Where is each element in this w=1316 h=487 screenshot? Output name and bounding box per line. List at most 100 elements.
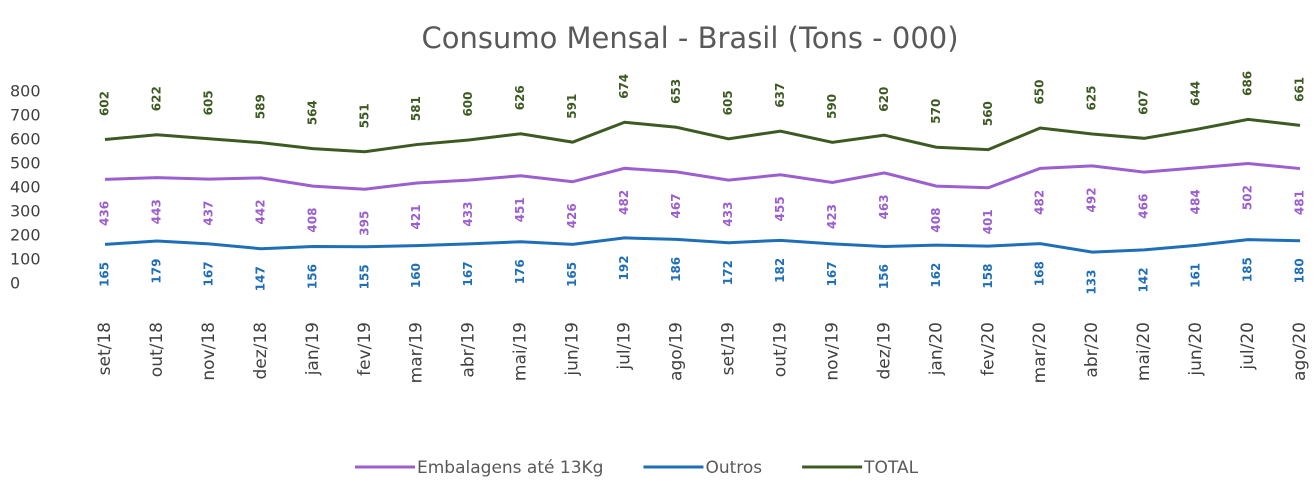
data-label: 408 — [305, 208, 319, 233]
data-label: 463 — [877, 194, 891, 219]
data-label: 466 — [1137, 194, 1151, 219]
legend-label: Embalagens até 13Kg — [417, 458, 603, 478]
x-tick-label: mar/20 — [1030, 322, 1050, 383]
data-label: 133 — [1085, 270, 1099, 295]
data-label: 155 — [357, 264, 371, 289]
data-label: 182 — [773, 258, 787, 283]
data-label: 502 — [1241, 185, 1255, 210]
data-label: 176 — [513, 259, 527, 284]
data-label: 192 — [617, 255, 631, 280]
data-label: 156 — [305, 264, 319, 289]
data-label: 564 — [305, 100, 319, 125]
x-tick-label: nov/19 — [822, 322, 842, 381]
x-tick-label: out/18 — [147, 322, 167, 377]
x-tick-label: abr/20 — [1082, 322, 1102, 378]
data-label: 185 — [1241, 257, 1255, 282]
data-label: 570 — [929, 99, 943, 124]
data-label: 637 — [773, 83, 787, 108]
data-label: 423 — [825, 204, 839, 229]
data-label: 560 — [981, 101, 995, 126]
data-label: 455 — [773, 196, 787, 221]
data-label: 142 — [1137, 267, 1151, 292]
x-tick-label: dez/19 — [874, 322, 894, 380]
data-label: 401 — [981, 209, 995, 234]
x-tick-label: ago/20 — [1290, 322, 1310, 381]
y-tick-label: 100 — [10, 250, 41, 269]
data-label: 482 — [1033, 190, 1047, 215]
data-label: 482 — [617, 190, 631, 215]
data-label: 408 — [929, 208, 943, 233]
data-label: 180 — [1293, 258, 1307, 283]
legend-label: Outros — [705, 458, 762, 478]
chart-title: Consumo Mensal - Brasil (Tons - 000) — [421, 21, 958, 55]
data-label: 172 — [721, 260, 735, 285]
data-label: 622 — [149, 86, 163, 111]
x-tick-label: dez/18 — [251, 322, 271, 380]
data-label: 168 — [1033, 261, 1047, 286]
data-label: 167 — [825, 261, 839, 286]
data-label: 467 — [669, 193, 683, 218]
data-label: 161 — [1189, 263, 1203, 288]
data-label: 443 — [149, 199, 163, 224]
data-label: 620 — [877, 87, 891, 112]
data-label: 600 — [461, 91, 475, 116]
data-label: 167 — [461, 261, 475, 286]
data-label: 165 — [565, 262, 579, 287]
y-tick-label: 600 — [10, 130, 41, 149]
data-label: 492 — [1085, 187, 1099, 212]
data-label: 674 — [617, 74, 631, 99]
data-label: 607 — [1137, 90, 1151, 115]
data-label: 436 — [98, 201, 112, 226]
x-tick-label: jan/20 — [926, 322, 946, 376]
data-label: 481 — [1293, 190, 1307, 215]
data-label: 605 — [721, 90, 735, 115]
data-label: 591 — [565, 94, 579, 119]
x-tick-label: fev/19 — [355, 322, 375, 376]
data-label: 581 — [409, 96, 423, 121]
data-label: 626 — [513, 85, 527, 110]
data-label: 162 — [929, 263, 943, 288]
data-label: 442 — [253, 199, 267, 224]
x-tick-label: jul/19 — [615, 322, 635, 371]
x-tick-label: jul/20 — [1238, 322, 1258, 371]
data-label: 644 — [1189, 81, 1203, 106]
data-label: 484 — [1189, 189, 1203, 214]
series-line — [104, 162, 1301, 191]
x-tick-label: jan/19 — [303, 322, 323, 376]
data-label: 426 — [565, 203, 579, 228]
data-label: 167 — [201, 261, 215, 286]
data-label: 158 — [981, 264, 995, 289]
data-label: 186 — [669, 257, 683, 282]
data-label: 551 — [357, 103, 371, 128]
y-tick-label: 200 — [10, 226, 41, 245]
data-label: 605 — [201, 90, 215, 115]
data-label: 661 — [1293, 77, 1307, 102]
series-line — [104, 236, 1301, 254]
data-label: 589 — [253, 94, 267, 119]
y-tick-label: 500 — [10, 154, 41, 173]
x-tick-label: abr/19 — [459, 322, 479, 378]
data-label: 179 — [149, 259, 163, 284]
x-tick-label: mai/20 — [1134, 322, 1154, 381]
x-tick-label: mar/19 — [407, 322, 427, 383]
data-label: 590 — [825, 94, 839, 119]
x-tick-label: set/18 — [95, 322, 115, 375]
data-label: 451 — [513, 197, 527, 222]
data-label: 165 — [98, 262, 112, 287]
data-label: 433 — [461, 202, 475, 227]
series-line — [104, 117, 1301, 154]
x-tick-label: mai/19 — [511, 322, 531, 381]
data-label: 686 — [1241, 71, 1255, 96]
data-label: 395 — [357, 211, 371, 236]
y-tick-label: 0 — [10, 274, 20, 293]
data-label: 653 — [669, 79, 683, 104]
data-label: 421 — [409, 204, 423, 229]
legend-label: TOTAL — [863, 458, 918, 478]
data-label: 602 — [98, 91, 112, 116]
x-tick-label: jun/20 — [1186, 322, 1206, 377]
x-tick-label: fev/20 — [978, 322, 998, 376]
data-label: 433 — [721, 202, 735, 227]
data-label: 650 — [1033, 79, 1047, 104]
data-label: 156 — [877, 264, 891, 289]
